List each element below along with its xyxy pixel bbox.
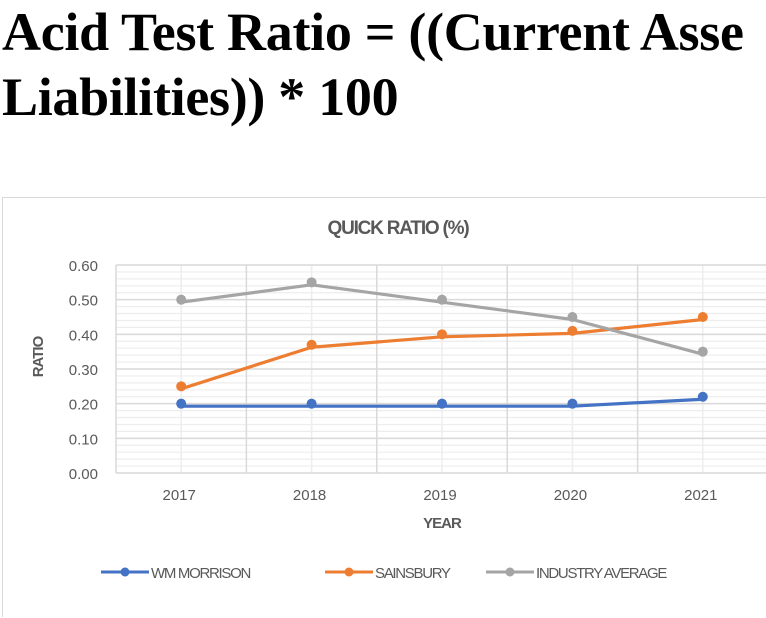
y-tick-label: 0.50 <box>69 293 98 310</box>
legend: WM MORRISON SAINSBURY INDUSTRY AVERAGE <box>101 565 669 582</box>
legend-marker-icon <box>120 567 130 577</box>
data-point-marker <box>306 339 317 350</box>
x-tick-label: 2017 <box>163 487 196 504</box>
data-point-marker <box>567 325 578 336</box>
series-wm-morrison <box>176 391 708 409</box>
legend-marker-icon <box>505 567 515 577</box>
data-point-marker <box>437 294 447 305</box>
axes: QUICK RATIO (%) RATIO YEAR <box>30 218 471 532</box>
chart-canvas: 0.00 0.10 0.20 0.30 0.40 0.50 0.60 2017 2018 2019… <box>30 218 766 582</box>
chart-title: QUICK RATIO (%) <box>327 218 469 239</box>
legend-marker-icon <box>344 567 354 577</box>
x-tick-label: 2021 <box>684 487 717 504</box>
x-axis-label: YEAR <box>423 515 462 532</box>
legend-label: WM MORRISON <box>151 565 250 582</box>
y-tick-label: 0.00 <box>69 466 98 483</box>
formula-heading-line-2: Liabilities)) * 100 <box>2 67 399 127</box>
y-tick-label: 0.10 <box>69 431 98 448</box>
series-lines <box>176 277 708 409</box>
legend-item-wm-morrison: WM MORRISON <box>101 565 252 582</box>
data-point-marker <box>176 398 187 409</box>
quick-ratio-chart: 0.00 0.10 0.20 0.30 0.40 0.50 0.60 2017 2018 2019… <box>2 197 766 617</box>
data-point-marker <box>306 277 317 288</box>
series-sainsbury <box>176 312 708 392</box>
data-point-marker <box>567 398 578 409</box>
legend-label: SAINSBURY <box>375 565 451 582</box>
y-axis-label: RATIO <box>30 335 47 377</box>
data-point-marker <box>697 312 708 322</box>
y-tick-label: 0.20 <box>69 397 98 414</box>
series-industry-average <box>176 277 708 357</box>
data-point-marker <box>697 346 708 357</box>
x-tick-label: 2018 <box>293 487 326 504</box>
y-tick-label: 0.60 <box>69 258 98 275</box>
legend-item-sainsbury: SAINSBURY <box>325 565 452 582</box>
legend-item-industry-average: INDUSTRY AVERAGE <box>486 565 669 582</box>
y-tick-label: 0.30 <box>69 362 98 379</box>
legend-label: INDUSTRY AVERAGE <box>536 565 667 582</box>
data-point-marker <box>437 398 447 409</box>
data-point-marker <box>697 391 708 402</box>
y-tick-label: 0.40 <box>69 327 98 344</box>
data-point-marker <box>176 381 187 392</box>
formula-heading: Acid Test Ratio = ((Current Asse Liabili… <box>2 0 766 130</box>
x-tick-label: 2020 <box>554 487 587 504</box>
data-point-marker <box>567 312 578 322</box>
x-tick-label: 2019 <box>423 487 456 504</box>
formula-heading-line-1: Acid Test Ratio = ((Current Asse <box>2 2 744 62</box>
data-point-marker <box>437 329 447 340</box>
data-point-marker <box>306 398 317 409</box>
gridlines: 0.00 0.10 0.20 0.30 0.40 0.50 0.60 2017 2018 2019… <box>69 258 766 504</box>
data-point-marker <box>176 294 187 305</box>
